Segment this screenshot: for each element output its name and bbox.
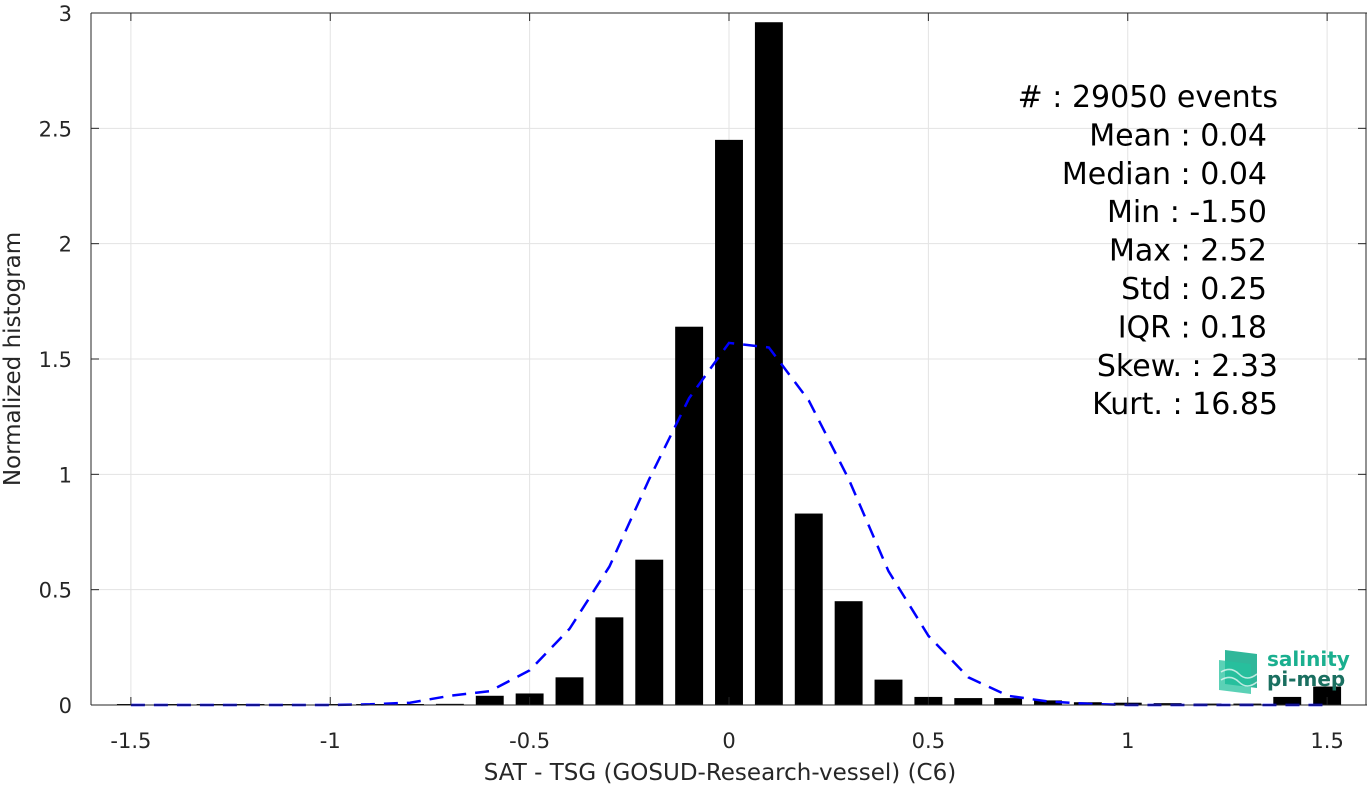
stats-line: Median : 0.04: [1062, 157, 1267, 192]
histogram-bar: [1273, 696, 1302, 705]
x-tick-labels: -1.5 -1 -0.5 0 0.5 1 1.5: [110, 729, 1343, 753]
histogram-bar: [954, 698, 983, 705]
plot-axes: [90, 12, 1367, 706]
stats-line: Min : -1.50: [1107, 195, 1267, 230]
x-tick-label: -0.5: [509, 729, 550, 753]
histogram-bar: [1193, 703, 1222, 705]
histogram-bar: [754, 22, 783, 705]
histogram-bar: [635, 559, 664, 705]
x-tick-label: 0: [722, 729, 735, 753]
y-tick-label: 0.5: [39, 579, 72, 603]
y-tick-label: 3: [59, 2, 72, 26]
stats-line: Std : 0.25: [1121, 272, 1267, 307]
logo-line-1: salinity: [1267, 647, 1350, 671]
histogram-bar: [715, 139, 743, 705]
y-tick-label: 1: [59, 463, 72, 487]
histogram-bar: [475, 695, 504, 705]
y-tick-label: 2.5: [39, 117, 72, 141]
histogram-bar: [994, 698, 1023, 705]
histogram-bar: [675, 326, 704, 705]
x-tick-label: 0.5: [912, 729, 945, 753]
stats-line: Kurt. : 16.85: [1092, 387, 1278, 422]
x-tick-label: -1: [320, 729, 341, 753]
histogram-bar: [1153, 703, 1182, 705]
stats-line: IQR : 0.18: [1118, 310, 1267, 345]
y-tick-label: 1.5: [39, 348, 72, 372]
salinity-pi-mep-logo: salinity pi-mep: [1219, 647, 1350, 694]
x-axis-label: SAT - TSG (GOSUD-Research-vessel) (C6): [484, 760, 956, 785]
histogram-bar: [834, 601, 863, 705]
histogram-bar: [1034, 700, 1062, 705]
stats-line: Skew. : 2.33: [1097, 349, 1278, 384]
stats-line: # : 29050 events: [1018, 80, 1278, 115]
histogram-bar: [595, 617, 624, 705]
histogram-bar: [1313, 686, 1342, 705]
histogram-bar: [555, 677, 584, 705]
x-tick-label: 1: [1121, 729, 1134, 753]
x-tick-label: 1.5: [1310, 729, 1343, 753]
histogram-bars: [116, 22, 1342, 705]
histogram-bar: [794, 513, 823, 705]
x-tick-label: -1.5: [110, 729, 151, 753]
y-tick-labels: 0 0.5 1 1.5 2 2.5 3: [39, 2, 72, 718]
logo-line-2: pi-mep: [1267, 667, 1345, 691]
y-tick-label: 0: [59, 694, 72, 718]
stats-line: Mean : 0.04: [1089, 118, 1267, 153]
histogram-bar: [874, 679, 903, 705]
y-axis-label: Normalized histogram: [0, 232, 26, 486]
stats-line: Max : 2.52: [1109, 234, 1267, 269]
y-tick-label: 2: [59, 233, 72, 257]
histogram-bar: [435, 703, 464, 705]
